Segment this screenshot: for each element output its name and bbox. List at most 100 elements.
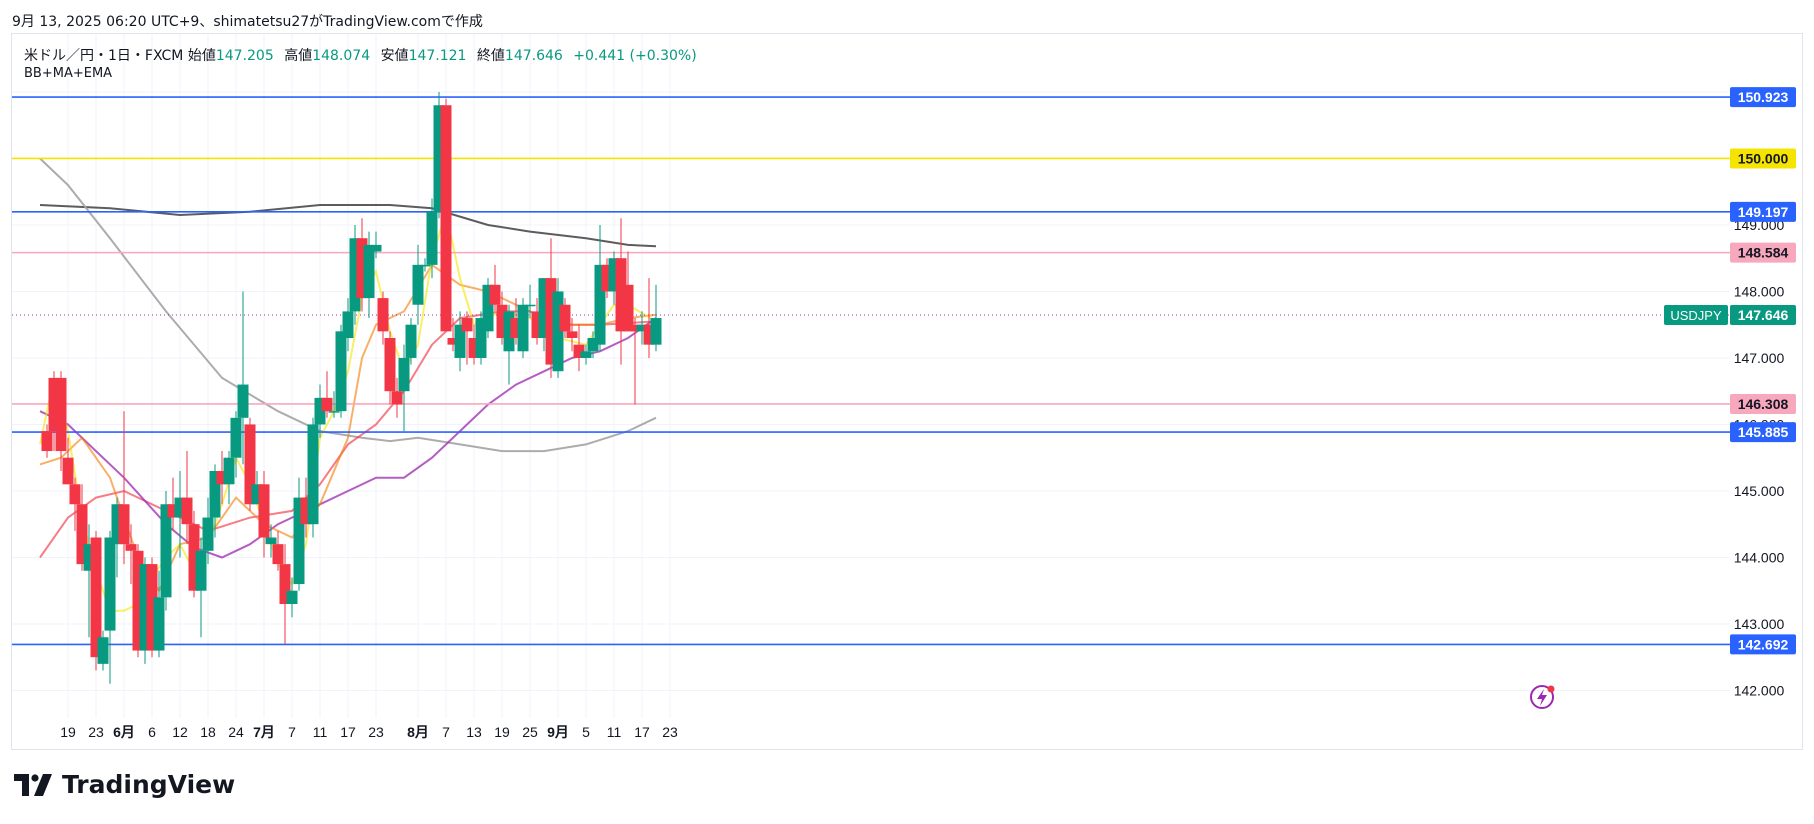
- candle[interactable]: [146, 564, 158, 651]
- candle[interactable]: [594, 264, 606, 345]
- candle[interactable]: [489, 284, 501, 305]
- candle[interactable]: [279, 564, 291, 604]
- candle[interactable]: [468, 338, 480, 358]
- candle[interactable]: [76, 504, 88, 565]
- candle[interactable]: [300, 497, 312, 525]
- candle[interactable]: [433, 105, 445, 212]
- candle[interactable]: [97, 637, 109, 664]
- candle[interactable]: [174, 497, 186, 518]
- candle[interactable]: [90, 537, 102, 658]
- candle[interactable]: [342, 311, 354, 338]
- price-level-tag[interactable]: [1730, 634, 1796, 655]
- candle[interactable]: [531, 311, 543, 338]
- candle[interactable]: [328, 411, 340, 413]
- candle[interactable]: [181, 497, 193, 525]
- candle[interactable]: [636, 324, 648, 332]
- candle[interactable]: [391, 391, 403, 405]
- candle[interactable]: [139, 564, 151, 651]
- candle[interactable]: [573, 344, 585, 358]
- candle[interactable]: [118, 504, 130, 545]
- candle[interactable]: [601, 264, 613, 292]
- candle[interactable]: [41, 431, 53, 452]
- candle[interactable]: [482, 284, 494, 332]
- candle[interactable]: [307, 424, 319, 525]
- price-level-tag[interactable]: [1730, 242, 1796, 263]
- candle[interactable]: [405, 324, 417, 358]
- price-level-tag[interactable]: [1730, 148, 1796, 169]
- candle[interactable]: [580, 351, 592, 358]
- moving-average-line[interactable]: [39, 204, 657, 248]
- lightning-icon[interactable]: [1530, 685, 1554, 709]
- candle[interactable]: [566, 331, 578, 338]
- candle[interactable]: [538, 278, 550, 338]
- candle[interactable]: [615, 258, 627, 332]
- candle[interactable]: [251, 484, 263, 505]
- candle[interactable]: [62, 457, 74, 485]
- candle[interactable]: [447, 338, 459, 345]
- candle[interactable]: [461, 318, 473, 332]
- price-level-tag[interactable]: [1730, 87, 1796, 108]
- candle[interactable]: [335, 331, 347, 412]
- candle[interactable]: [419, 264, 431, 267]
- candle[interactable]: [496, 304, 508, 338]
- indicator-legend[interactable]: BB+MA+EMA: [24, 66, 113, 81]
- candle[interactable]: [69, 484, 81, 505]
- candle[interactable]: [524, 304, 536, 307]
- candle[interactable]: [363, 244, 375, 299]
- candle[interactable]: [552, 291, 564, 372]
- candle[interactable]: [48, 377, 60, 432]
- candle[interactable]: [195, 550, 207, 591]
- candle[interactable]: [293, 497, 305, 585]
- candle[interactable]: [265, 537, 277, 545]
- candle[interactable]: [132, 550, 144, 651]
- candle[interactable]: [622, 284, 634, 332]
- candle[interactable]: [153, 597, 165, 651]
- candle[interactable]: [454, 324, 466, 358]
- candle[interactable]: [125, 544, 137, 551]
- candle[interactable]: [160, 504, 172, 598]
- candle[interactable]: [503, 311, 515, 352]
- candle[interactable]: [370, 244, 382, 252]
- candle[interactable]: [111, 504, 123, 545]
- candle[interactable]: [608, 258, 620, 292]
- candle[interactable]: [629, 324, 641, 332]
- candle[interactable]: [412, 264, 424, 305]
- candle[interactable]: [356, 238, 368, 299]
- candle[interactable]: [55, 377, 67, 452]
- candle[interactable]: [104, 537, 116, 631]
- price-level-tag[interactable]: [1730, 201, 1796, 222]
- candle[interactable]: [510, 318, 522, 338]
- candle[interactable]: [272, 544, 284, 565]
- last-price-tag[interactable]: [1730, 304, 1796, 325]
- candle[interactable]: [475, 318, 487, 358]
- candle[interactable]: [384, 338, 396, 392]
- moving-average-line[interactable]: [39, 157, 657, 453]
- symbol-tag[interactable]: [1664, 304, 1728, 325]
- candle[interactable]: [188, 524, 200, 591]
- candle[interactable]: [286, 590, 298, 604]
- candle[interactable]: [223, 457, 235, 485]
- candle[interactable]: [650, 318, 662, 345]
- price-level-tag[interactable]: [1730, 422, 1796, 443]
- candle[interactable]: [559, 304, 571, 332]
- candle[interactable]: [517, 304, 529, 352]
- candle[interactable]: [321, 397, 333, 412]
- candle[interactable]: [314, 397, 326, 425]
- candle[interactable]: [83, 544, 95, 571]
- candle[interactable]: [209, 471, 221, 518]
- candle[interactable]: [545, 278, 557, 365]
- candle[interactable]: [244, 424, 256, 505]
- candle[interactable]: [440, 105, 452, 332]
- candle[interactable]: [258, 484, 270, 538]
- candle[interactable]: [587, 338, 599, 352]
- candle[interactable]: [230, 417, 242, 458]
- candle[interactable]: [216, 471, 228, 485]
- price-level-tag[interactable]: [1730, 393, 1796, 414]
- candle[interactable]: [349, 238, 361, 312]
- candle[interactable]: [202, 517, 214, 551]
- candle[interactable]: [398, 357, 410, 392]
- candle[interactable]: [167, 504, 179, 518]
- candle[interactable]: [643, 324, 655, 345]
- tradingview-logo[interactable]: TradingView: [14, 770, 235, 799]
